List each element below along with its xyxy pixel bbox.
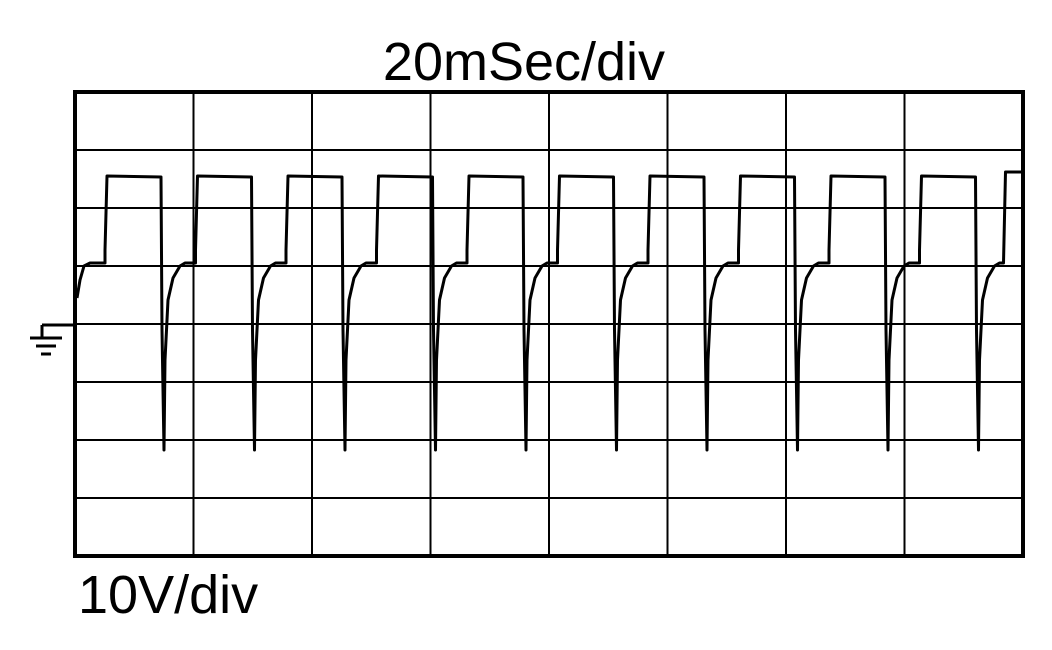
graticule (75, 92, 1023, 556)
volt-scale: 10V/div (78, 565, 258, 625)
ground-symbol (30, 323, 75, 356)
time-scale: 20mSec/div (383, 32, 665, 92)
waveform (75, 170, 1021, 452)
